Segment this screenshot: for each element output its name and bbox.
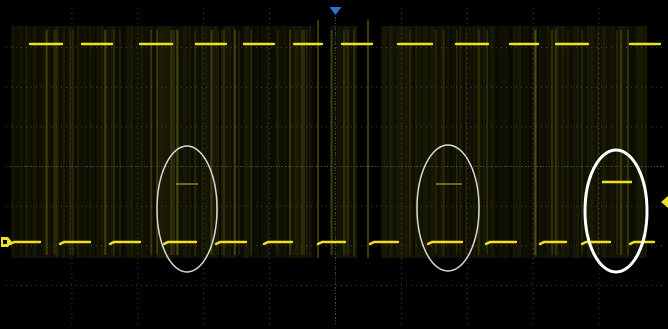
low-level-segment: [484, 240, 518, 246]
annotation-ellipses: [156, 144, 649, 274]
graticule-grid: [6, 8, 665, 325]
low-level-segment: [262, 240, 294, 246]
captured-runt-ellipse: [583, 148, 649, 274]
waveform-trace: [8, 42, 662, 246]
low-level-segment: [58, 240, 92, 246]
low-level-segment: [214, 240, 248, 246]
low-level-segment: [108, 240, 142, 246]
low-level-segment: [368, 240, 400, 246]
screen-markers: [1, 7, 668, 247]
low-level-segment: [316, 240, 347, 246]
channel-marker-notch: [3, 240, 7, 244]
low-level-segment: [628, 240, 656, 246]
low-level-segment: [426, 240, 464, 246]
trigger-level-marker-icon: [661, 196, 668, 208]
faint-runt-ellipse-2: [416, 144, 480, 272]
faint-runt-ellipse-1: [156, 145, 218, 273]
low-level-segment: [538, 240, 568, 246]
trigger-position-marker-icon: [329, 7, 342, 15]
low-level-segment: [580, 240, 612, 246]
low-level-segment: [162, 240, 198, 246]
low-level-segment: [8, 240, 42, 246]
persistence-noise-layer: [11, 20, 647, 258]
